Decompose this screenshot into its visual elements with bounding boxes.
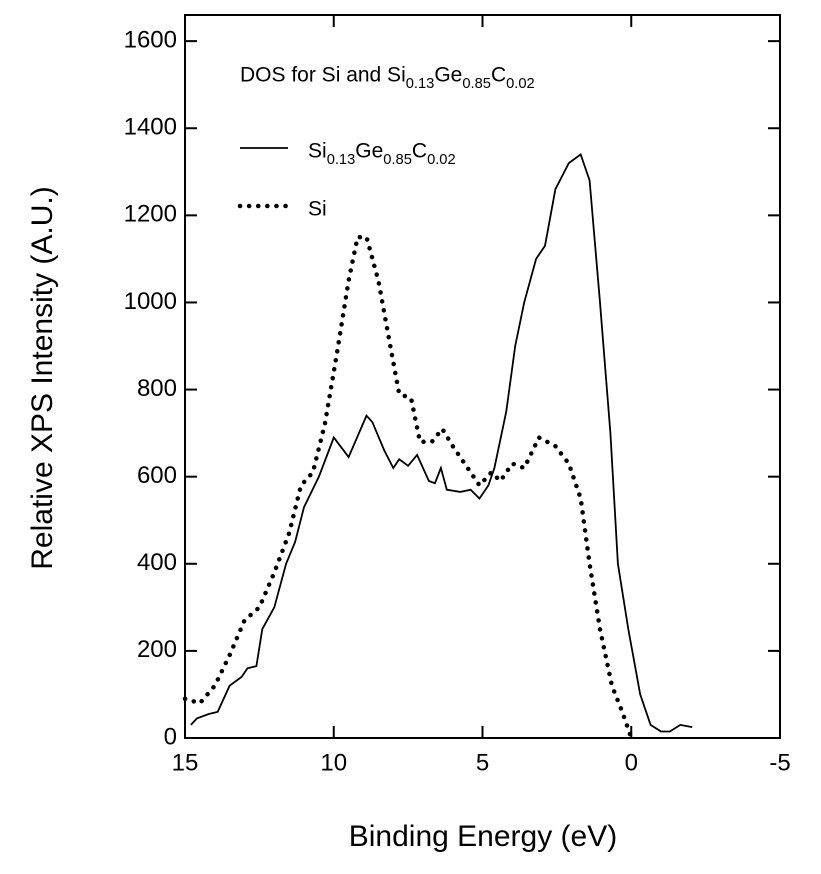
y-tick-label: 400 (137, 549, 177, 576)
x-tick-label: 5 (476, 749, 489, 776)
legend-label: Si (308, 198, 327, 221)
data-line (190, 152, 693, 733)
data-line (182, 234, 634, 741)
x-tick-label: 10 (320, 749, 347, 776)
plot-frame (184, 14, 781, 739)
x-tick-label: 15 (172, 749, 199, 776)
x-axis-label: Binding Energy (eV) (349, 820, 617, 853)
y-tick-label: 1000 (124, 288, 177, 315)
x-tick-label: 0 (625, 749, 638, 776)
legend-label: Si0.13Ge0.85C0.02 (308, 140, 456, 168)
y-tick-label: 600 (137, 462, 177, 489)
y-tick-label: 1400 (124, 114, 177, 141)
y-axis-label: Relative XPS Intensity (A.U.) (26, 186, 59, 569)
y-tick-label: 800 (137, 375, 177, 402)
y-tick-label: 1200 (124, 201, 177, 228)
chart-title: DOS for Si and Si0.13Ge0.85C0.02 (240, 64, 535, 92)
y-tick-label: 200 (137, 636, 177, 663)
y-tick-label: 1600 (124, 26, 177, 53)
y-tick-label: 0 (164, 723, 177, 750)
x-tick-label: -5 (769, 749, 790, 776)
